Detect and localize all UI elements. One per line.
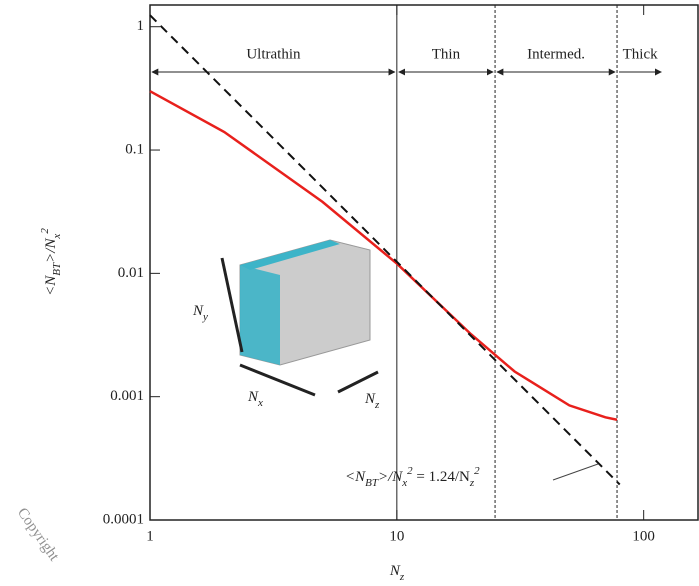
- inset-label: Nz: [364, 391, 380, 410]
- arrow-nz: [337, 370, 379, 394]
- inset-cube: [220, 239, 379, 397]
- x-tick-label: 1: [146, 528, 154, 544]
- x-tick-label: 10: [389, 528, 404, 544]
- arrow-nx: [239, 363, 316, 397]
- inset-label: Ny: [192, 303, 208, 322]
- x-tick-label: 100: [632, 528, 655, 544]
- series-line: [149, 14, 621, 486]
- y-tick-label: 0.0001: [103, 511, 144, 527]
- watermark: Copyright: [14, 505, 62, 565]
- region-label-bg: [524, 45, 588, 64]
- y-tick-label: 0.1: [125, 141, 144, 157]
- region-label: Thin: [432, 46, 461, 62]
- region-label-bg: [428, 45, 464, 64]
- y-tick-label: 1: [137, 18, 145, 34]
- inset-label: Nx: [247, 389, 263, 408]
- region-label: Thick: [623, 46, 658, 62]
- annotation: <NBT>/Nx2 = 1.24/Nz2: [345, 465, 480, 489]
- series-line: [149, 90, 618, 421]
- region-label-bg: [243, 45, 304, 64]
- plot-frame: [149, 4, 699, 521]
- region-label-bg: [619, 45, 662, 64]
- x-axis-label: Nz: [389, 563, 405, 582]
- region-label: Intermed.: [527, 46, 585, 62]
- arrow-ny: [220, 257, 244, 353]
- cube-face: [240, 265, 280, 365]
- y-tick-label: 0.001: [110, 388, 144, 404]
- region-label: Ultrathin: [246, 46, 301, 62]
- annotation-leader: [552, 463, 599, 481]
- y-axis-label: <NBT>/Nx2: [39, 228, 63, 296]
- cube-top: [240, 240, 340, 270]
- y-tick-label: 0.01: [118, 265, 144, 281]
